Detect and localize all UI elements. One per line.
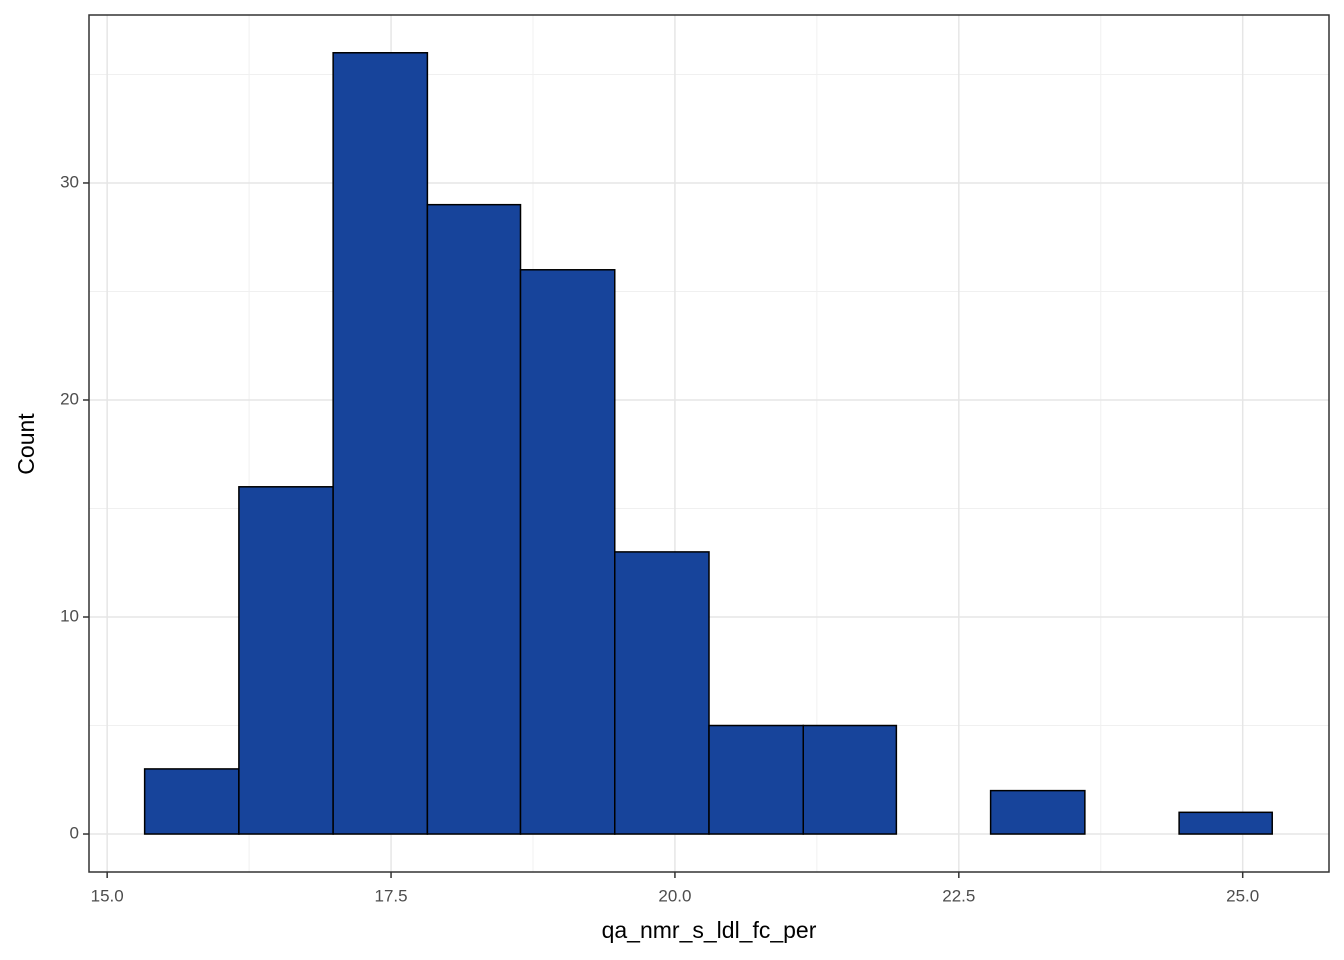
bar — [519, 269, 616, 835]
x-tick-label: 22.5 — [942, 886, 975, 905]
y-axis-title: Count — [13, 413, 39, 475]
x-tick-label: 25.0 — [1226, 886, 1259, 905]
x-axis-title: qa_nmr_s_ldl_fc_per — [602, 917, 817, 943]
y-tick-label: 10 — [60, 606, 79, 625]
bar — [708, 724, 804, 835]
y-tick-label: 30 — [60, 172, 79, 191]
x-tick-label: 17.5 — [375, 886, 408, 905]
x-tick-label: 20.0 — [658, 886, 691, 905]
bar — [332, 52, 429, 835]
bar — [238, 486, 334, 835]
y-tick-label: 0 — [70, 824, 79, 843]
bar — [614, 551, 710, 835]
bar — [426, 203, 522, 835]
bar — [143, 768, 240, 835]
y-tick-label: 20 — [60, 389, 79, 408]
bar — [1178, 811, 1273, 835]
x-tick-label: 15.0 — [91, 886, 124, 905]
bar — [989, 789, 1086, 835]
panel-border — [88, 14, 1330, 873]
bar — [802, 724, 898, 835]
